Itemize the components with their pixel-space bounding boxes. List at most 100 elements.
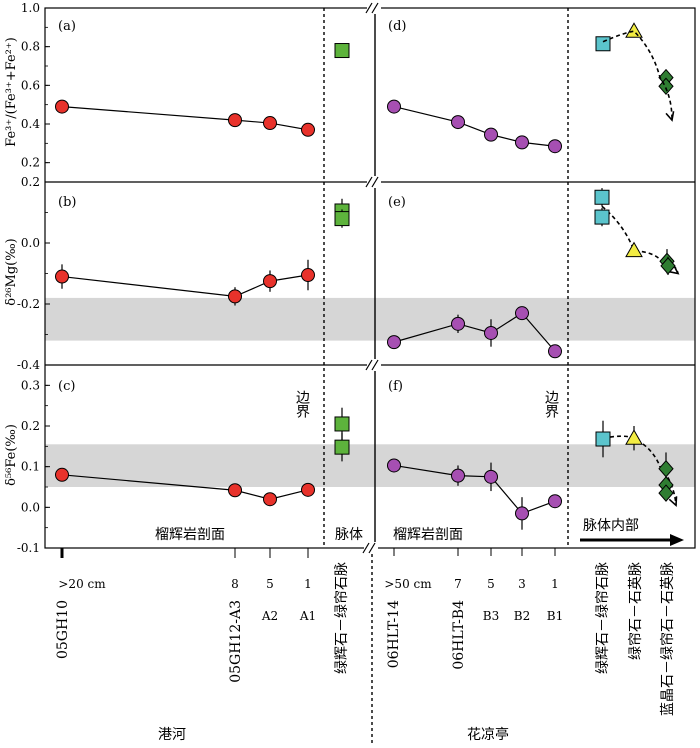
data-marks	[55, 22, 680, 530]
reference-band	[45, 297, 695, 341]
location-hualiangting: 花凉亭	[467, 726, 509, 743]
panel-label-f: (f)	[388, 379, 403, 394]
y-tick-label: -0.2	[17, 297, 40, 311]
point-ganghe-vein	[334, 416, 350, 432]
point-hualiangting-vein	[594, 189, 610, 205]
point-hualiangting	[548, 344, 562, 359]
sample-label: 06HLT-B4	[451, 600, 467, 670]
y-tick-label: 0.6	[21, 78, 40, 92]
x-subtick-label: B1	[547, 609, 563, 623]
x-subtick-label: B2	[514, 609, 530, 623]
point-ganghe	[55, 269, 69, 284]
point-ganghe	[263, 492, 277, 507]
point-ganghe	[228, 483, 242, 498]
series-line-ganghe	[61, 474, 309, 500]
eclogite-profile-label-hualiangting: 榴辉岩剖面	[393, 527, 463, 543]
x-tick-label: 1	[304, 577, 312, 591]
point-hualiangting-vein	[658, 484, 674, 502]
point-hualiangting-vein	[660, 257, 676, 275]
point-hualiangting-vein	[625, 241, 643, 258]
trend-arrow-b	[601, 205, 679, 274]
point-ganghe-vein	[334, 439, 350, 455]
point-ganghe	[228, 113, 242, 128]
y-label-c: δ⁵⁶Fe(‰)	[4, 424, 19, 486]
panel-label-c: (c)	[58, 379, 75, 394]
point-hualiangting-vein	[625, 429, 643, 445]
point-hualiangting	[387, 99, 401, 114]
vein-interior-label: 脉体内部	[583, 518, 639, 534]
point-ganghe	[301, 482, 315, 497]
point-ganghe	[263, 274, 277, 289]
x-subtick-label: A2	[261, 609, 278, 623]
series-line-ganghe	[61, 274, 309, 297]
point-ganghe-vein	[334, 43, 350, 59]
x-tick-label: 7	[454, 577, 462, 591]
reference-band	[45, 444, 695, 487]
x-tick-label: >20 cm	[58, 577, 106, 591]
point-hualiangting-vein	[595, 36, 611, 52]
vein-type-label: 绿辉石－绿帘石脉	[334, 562, 350, 674]
y-tick-label: 0.0	[21, 500, 40, 514]
eclogite-profile-label-ganghe: 榴辉岩剖面	[155, 527, 225, 543]
y-tick-label: -0.4	[17, 358, 41, 372]
x-tick-label: 5	[487, 577, 495, 591]
point-hualiangting-vein	[625, 22, 643, 38]
point-ganghe	[263, 116, 277, 131]
x-subtick-label: B3	[483, 609, 499, 623]
point-ganghe	[301, 122, 315, 137]
sample-label: 06HLT-14	[386, 600, 402, 668]
series-line-ganghe	[61, 106, 309, 131]
point-hualiangting	[515, 135, 529, 150]
trend-arrow-b-head	[669, 265, 680, 275]
y-tick-label: -0.1	[17, 541, 40, 555]
series-line-hualiangting	[393, 106, 556, 147]
vein-type-label: 绿帘石－石英脉	[627, 562, 644, 660]
reference-bands	[45, 297, 695, 487]
point-ganghe	[55, 467, 69, 482]
x-tick-label: 3	[518, 577, 526, 591]
vein-type-label: 蓝晶石－绿帘石－石英脉	[659, 562, 676, 716]
point-hualiangting-vein	[594, 209, 610, 225]
axis-break-bc	[365, 359, 381, 371]
trend-arrow-a-head	[665, 111, 675, 122]
point-hualiangting	[387, 458, 401, 473]
axis-break-ab	[365, 176, 381, 188]
y-tick-label: 0.2	[21, 156, 40, 170]
y-tick-label: 0.8	[21, 40, 40, 54]
x-tick-label: 5	[266, 577, 274, 591]
axis-break-bottom	[362, 542, 378, 554]
point-hualiangting-vein	[595, 431, 611, 447]
trend-arrow-f-head	[668, 496, 678, 507]
sample-label: 05GH12-A3	[228, 600, 244, 683]
y-tick-label: 0.2	[21, 419, 40, 433]
point-hualiangting	[451, 316, 465, 331]
vein-interior-arrow	[580, 534, 684, 546]
point-hualiangting	[484, 127, 498, 142]
x-tick-label: 8	[231, 577, 239, 591]
point-ganghe-vein	[334, 211, 350, 227]
axis-break-top	[365, 2, 381, 14]
point-hualiangting	[484, 469, 498, 484]
x-subtick-label: A1	[299, 609, 316, 623]
y-tick-label: 0.2	[21, 175, 40, 189]
point-hualiangting	[548, 139, 562, 154]
point-ganghe	[301, 268, 315, 283]
y-label-b: δ²⁶Mg(‰)	[4, 238, 19, 305]
panel-label-e: (e)	[388, 195, 406, 210]
y-label-a: Fe³⁺/(Fe³⁺+Fe²⁺)	[4, 37, 19, 147]
panel-label-a: (a)	[58, 19, 76, 34]
y-axes: 0.2 0.4 0.6 0.8 1.0 0.2 0.0 -0.2 -0.4 0.3 0.2 0.1 0.…	[17, 1, 50, 555]
point-ganghe	[55, 99, 69, 114]
panel-label-d: (d)	[388, 19, 406, 34]
y-tick-label: 0.4	[21, 117, 40, 131]
point-hualiangting	[515, 306, 529, 321]
sample-label: 05GH10	[55, 600, 71, 659]
point-ganghe	[228, 289, 242, 304]
panel-label-b: (b)	[58, 195, 76, 210]
vein-type-label: 绿辉石－绿帘石脉	[595, 562, 611, 674]
x-axis: >20 cm 8 5 1 >50 cm 7 5 3 1 A1 A2 B1 B2 B3 05GH10 05GH1…	[55, 548, 676, 716]
boundary-label-hualiangting: 边界	[543, 390, 559, 419]
point-hualiangting	[451, 115, 465, 130]
boundary-label-ganghe: 边界	[294, 390, 310, 419]
